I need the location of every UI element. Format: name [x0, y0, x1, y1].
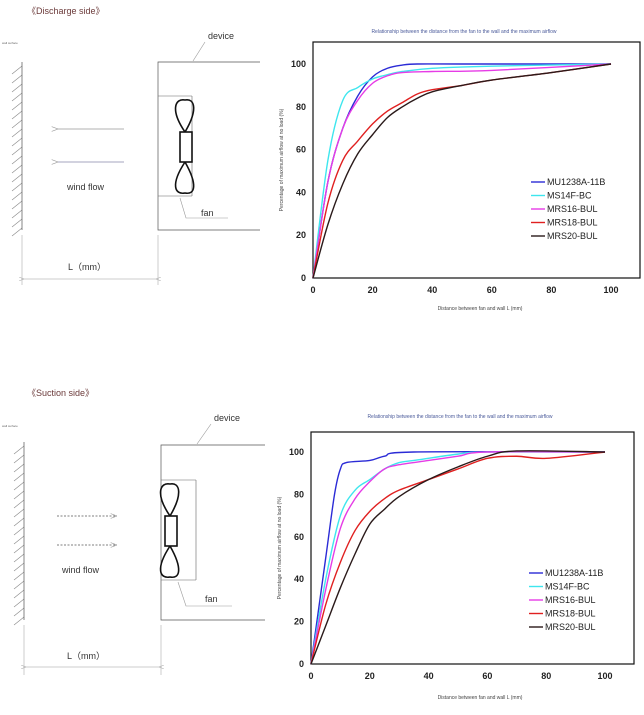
x-axis-label: Distance between fan and wall L (mm)	[438, 306, 523, 312]
fan-icon	[159, 483, 180, 578]
series-line-mrs16-bul	[312, 63, 612, 279]
device-outline	[160, 444, 265, 621]
device-label: device	[208, 31, 234, 41]
x-tick-label: 20	[365, 671, 375, 681]
y-tick-label: 0	[299, 659, 304, 669]
y-tick-label: 100	[291, 59, 306, 69]
wall-label: wall surface	[2, 424, 18, 428]
chart-title: Relationship between the distance from t…	[371, 29, 556, 35]
legend-entry: MRS16-BUL	[545, 595, 596, 605]
device-outline	[157, 61, 260, 231]
legend-entry: MRS20-BUL	[547, 231, 598, 241]
y-tick-label: 80	[296, 102, 306, 112]
fan-label: fan	[201, 208, 214, 218]
series-line-mu1238a-11b	[312, 63, 611, 279]
legend-entry: MU1238A-11B	[547, 177, 605, 187]
wind-flow-label: wind flow	[66, 182, 105, 192]
y-tick-label: 20	[294, 617, 304, 627]
x-axis-label: Distance between fan and wall L (mm)	[438, 695, 523, 701]
series-line-mrs20-bul	[310, 450, 606, 665]
plot-frame	[312, 41, 641, 279]
y-tick-label: 100	[289, 447, 304, 457]
y-tick-label: 40	[294, 574, 304, 584]
x-tick-label: 0	[310, 285, 315, 295]
x-tick-label: 80	[546, 285, 556, 295]
x-tick-label: 60	[487, 285, 497, 295]
legend-entry: MRS20-BUL	[545, 622, 596, 632]
wall-hatching	[13, 445, 25, 626]
x-tick-label: 100	[603, 285, 618, 295]
y-tick-label: 0	[301, 273, 306, 283]
wall-hatching	[11, 65, 23, 237]
x-tick-label: 0	[308, 671, 313, 681]
x-tick-label: 40	[427, 285, 437, 295]
fan-icon	[174, 99, 195, 194]
series-line-mu1238a-11b	[310, 450, 606, 665]
fan-label: fan	[205, 594, 218, 604]
section-label: 《Discharge side》	[27, 6, 105, 16]
x-tick-label: 20	[368, 285, 378, 295]
plot-frame	[310, 431, 635, 665]
distance-label: L（mm）	[68, 262, 106, 272]
y-tick-label: 40	[296, 187, 306, 197]
section-label: 《Suction side》	[27, 388, 94, 398]
series-line-ms14f-bc	[310, 451, 606, 665]
x-tick-label: 80	[541, 671, 551, 681]
y-tick-label: 60	[294, 532, 304, 542]
legend-entry: MRS16-BUL	[547, 204, 598, 214]
wall-label: wall surface	[2, 41, 18, 45]
chart-title: Relationship between the distance from t…	[367, 414, 552, 420]
suction-chart: Relationship between the distance from t…	[277, 414, 635, 701]
legend-entry: MRS18-BUL	[547, 218, 598, 228]
series-line-mrs16-bul	[310, 450, 606, 665]
distance-label: L（mm）	[67, 651, 105, 661]
y-axis-label: Percentage of maximum airflow at no load…	[279, 108, 285, 211]
series-line-ms14f-bc	[312, 63, 612, 279]
legend-entry: MU1238A-11B	[545, 568, 603, 578]
x-tick-label: 60	[482, 671, 492, 681]
device-label: device	[214, 413, 240, 423]
suction-diagram: 《Suction side》 wall surface device wind …	[2, 388, 265, 675]
wind-flow-label: wind flow	[61, 565, 100, 575]
legend-entry: MS14F-BC	[547, 191, 592, 201]
series-line-mrs18-bul	[310, 451, 606, 665]
y-tick-label: 80	[294, 489, 304, 499]
y-tick-label: 20	[296, 230, 306, 240]
legend-entry: MS14F-BC	[545, 582, 590, 592]
y-tick-label: 60	[296, 145, 306, 155]
y-axis-label: Percentage of maximum airflow at no load…	[277, 496, 283, 599]
x-tick-label: 100	[597, 671, 612, 681]
legend-entry: MRS18-BUL	[545, 609, 596, 619]
x-tick-label: 40	[424, 671, 434, 681]
series-line-mrs20-bul	[312, 63, 612, 279]
discharge-chart: Relationship between the distance from t…	[279, 29, 641, 312]
discharge-diagram: 《Discharge side》 wall surface device win…	[2, 6, 260, 285]
